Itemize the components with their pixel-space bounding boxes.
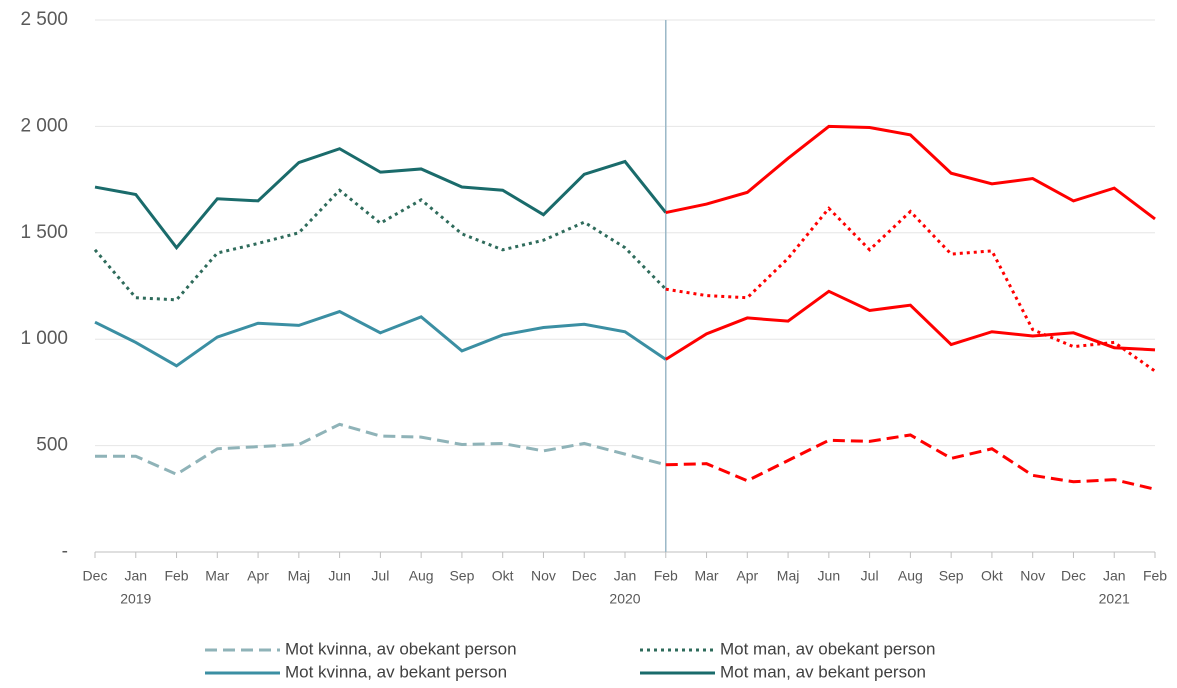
series-line-highlight [664, 289, 1156, 361]
x-tick-label: Sep [449, 568, 474, 584]
x-tick-label: Feb [164, 568, 188, 584]
legend-label: Mot kvinna, av obekant person [285, 639, 517, 658]
series-line [93, 188, 667, 302]
series-line [94, 147, 667, 251]
x-tick-label: Apr [736, 568, 758, 584]
legend-label: Mot man, av bekant person [720, 662, 926, 681]
x-tick-label: Jul [371, 568, 389, 584]
x-tick-label: Dec [572, 568, 597, 584]
x-tick-label: Mar [694, 568, 718, 584]
series-line-highlight [665, 124, 1156, 221]
x-tick-label: Apr [247, 568, 269, 584]
x-tick-label: Dec [83, 568, 108, 584]
x-tick-label: Okt [492, 568, 514, 584]
x-tick-label: Okt [981, 568, 1003, 584]
year-label: 2021 [1099, 591, 1130, 607]
x-tick-label: Maj [288, 568, 311, 584]
x-tick-label: Nov [531, 568, 556, 584]
x-tick-label: Jun [818, 568, 841, 584]
year-label: 2019 [120, 591, 151, 607]
legend-label: Mot kvinna, av bekant person [285, 662, 507, 681]
year-label: 2020 [609, 591, 640, 607]
y-tick-label: 500 [36, 435, 68, 456]
x-tick-label: Jan [614, 568, 637, 584]
y-tick-label: - [62, 541, 68, 562]
x-tick-label: Nov [1020, 568, 1045, 584]
y-tick-label: 1 500 [20, 222, 68, 243]
series-line [94, 309, 667, 368]
x-tick-label: Aug [898, 568, 923, 584]
y-tick-label: 2 000 [20, 115, 68, 136]
x-tick-label: Dec [1061, 568, 1086, 584]
x-tick-label: Sep [939, 568, 964, 584]
x-tick-label: Maj [777, 568, 800, 584]
series-line [95, 422, 667, 477]
x-tick-label: Jan [124, 568, 147, 584]
x-tick-label: Mar [205, 568, 229, 584]
x-tick-label: Feb [1143, 568, 1167, 584]
legend-label: Mot man, av obekant person [720, 639, 935, 658]
x-tick-label: Jul [861, 568, 879, 584]
y-tick-label: 1 000 [20, 328, 68, 349]
series-line-highlight [665, 433, 1156, 491]
series-line-highlight [665, 206, 1156, 373]
x-tick-label: Jun [328, 568, 351, 584]
x-tick-label: Jan [1103, 568, 1126, 584]
x-tick-label: Aug [409, 568, 434, 584]
x-tick-label: Feb [654, 568, 678, 584]
y-tick-label: 2 500 [20, 9, 68, 30]
